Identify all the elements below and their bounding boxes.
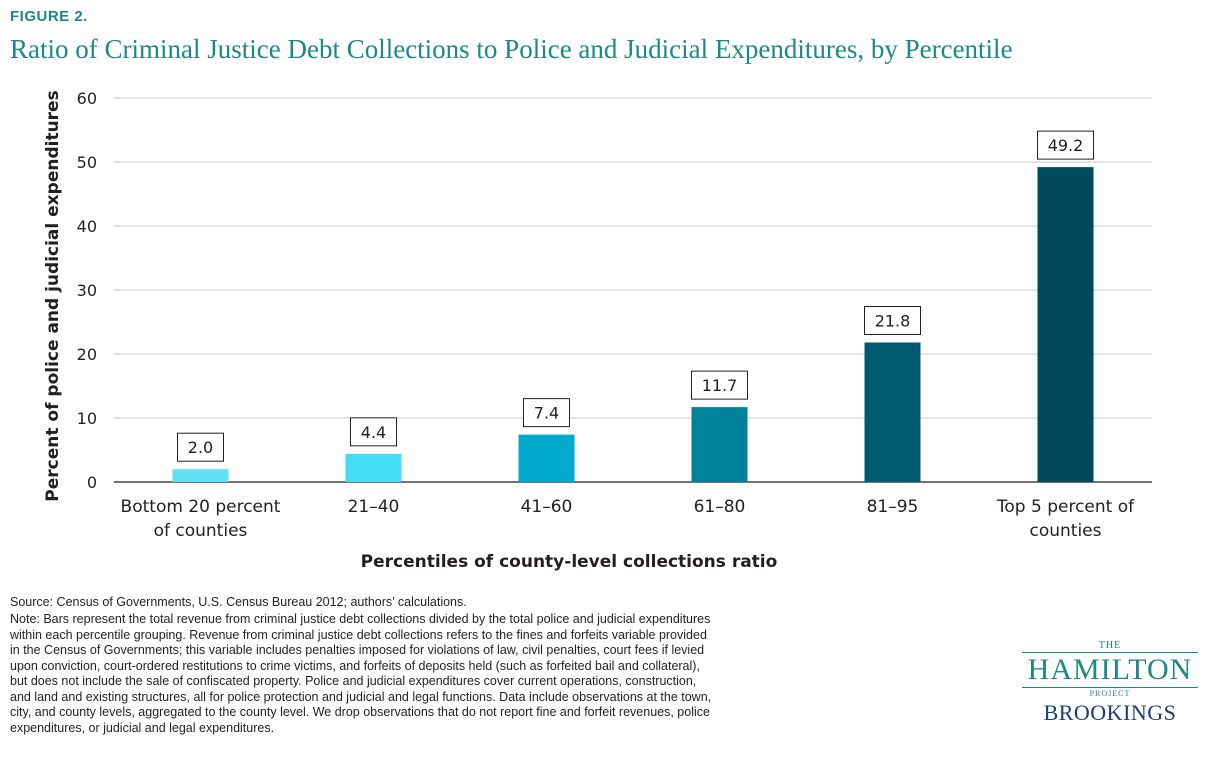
bars (172, 167, 1094, 482)
logo-brookings: BROOKINGS (1043, 700, 1177, 725)
figure-label: FIGURE 2. (10, 8, 88, 25)
gridlines (114, 97, 1152, 483)
data-label: 4.4 (361, 423, 386, 442)
data-label-box (177, 432, 224, 462)
y-tick-label: 20 (77, 345, 97, 364)
logo-hamilton: HAMILTON (1021, 652, 1199, 688)
y-tick-label: 60 (77, 89, 97, 108)
chart-title: Ratio of Criminal Justice Debt Collectio… (10, 34, 1013, 64)
data-label: 11.7 (702, 376, 738, 395)
y-tick-label: 10 (77, 409, 97, 428)
x-axis-categories: Bottom 20 percent of counties 21–40 41–60 61… (121, 497, 1136, 541)
y-tick-label: 50 (77, 153, 97, 172)
x-tick-label: 81–95 (867, 497, 919, 517)
data-label-box (864, 305, 921, 335)
data-label-box (1037, 130, 1094, 160)
y-axis-title: Percent of police and judicial expenditu… (43, 90, 63, 501)
y-tick-label: 30 (77, 281, 97, 300)
bar-chart: 0 10 20 30 40 50 60 2.0 4.4 7.4 11.7 21.8 49.2 Bott… (43, 89, 1152, 572)
data-label-box (691, 370, 748, 400)
bar (345, 453, 402, 482)
data-labels: 2.0 4.4 7.4 11.7 21.8 49.2 (177, 130, 1094, 462)
data-label-box (523, 398, 570, 428)
logo-project: PROJECT (1089, 689, 1131, 698)
hamilton-brookings-logo: THE HAMILTON PROJECT BROOKINGS (1020, 640, 1200, 726)
x-tick-label: 41–60 (521, 497, 573, 517)
x-tick-label: Bottom 20 percent of counties (121, 497, 281, 541)
data-label: 2.0 (188, 438, 213, 457)
y-tick-label: 40 (77, 217, 97, 236)
bar (1037, 167, 1094, 482)
x-tick-label: 61–80 (694, 497, 746, 517)
y-tick-label: 0 (87, 473, 97, 492)
x-tick-label: Top 5 percent of counties (996, 497, 1135, 541)
footnote: Note: Bars represent the total revenue f… (10, 612, 712, 735)
data-label: 49.2 (1048, 136, 1084, 155)
bar (691, 407, 748, 482)
data-label: 21.8 (875, 311, 911, 330)
bar (518, 434, 575, 482)
logo-the: THE (1098, 640, 1122, 651)
bar (172, 469, 229, 482)
x-axis-title: Percentiles of county-level collections … (361, 552, 778, 572)
data-label: 7.4 (534, 404, 559, 423)
x-tick-label: 21–40 (348, 497, 400, 517)
source-note: Source: Census of Governments, U.S. Cens… (10, 595, 467, 609)
y-axis-ticks: 0 10 20 30 40 50 60 (77, 89, 97, 492)
bar (864, 342, 921, 482)
data-label-box (350, 417, 397, 447)
